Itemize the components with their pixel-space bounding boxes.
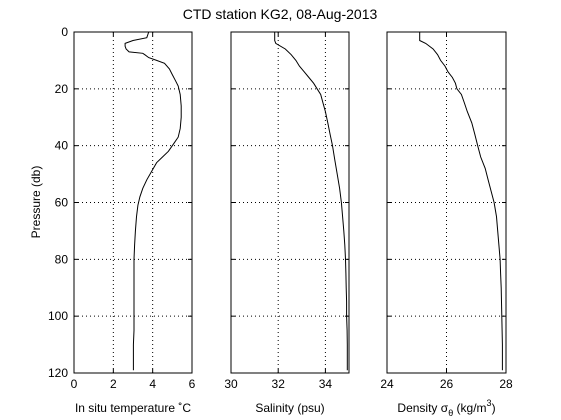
y-tick-label: 120 <box>48 366 68 380</box>
panel-2: 30 32 34 Salinity (psu) <box>224 31 350 415</box>
x-axis-label: In situ temperature ˚C <box>75 401 191 415</box>
y-tick-label: 0 <box>61 25 68 39</box>
x-axis-label: Salinity (psu) <box>255 401 324 415</box>
y-axis-label: Pressure (db) <box>29 166 43 239</box>
axes-frame <box>230 31 350 374</box>
x-axis-label: Density σθ (kg/m3) <box>397 398 495 418</box>
x-tick-label: 26 <box>440 377 454 391</box>
axes-frame <box>386 31 507 374</box>
profile-line <box>124 31 182 371</box>
x-tick-label: 34 <box>319 377 333 391</box>
profile-line <box>419 32 503 371</box>
chart-title: CTD station KG2, 08-Aug-2013 <box>183 6 378 22</box>
x-tick-label: 2 <box>110 377 117 391</box>
axes-frame <box>73 31 193 374</box>
panel-3: 24 26 28 Density σθ (kg/m3) <box>380 31 513 418</box>
y-tick-label: 20 <box>55 82 69 96</box>
profile-line <box>274 32 348 371</box>
x-tick-label: 0 <box>71 377 78 391</box>
x-tick-label: 4 <box>149 377 156 391</box>
y-tick-label: 100 <box>48 309 68 323</box>
y-tick-label: 40 <box>55 139 69 153</box>
y-tick-label: 60 <box>55 196 69 210</box>
x-tick-label: 32 <box>272 377 286 391</box>
x-tick-label: 6 <box>189 377 196 391</box>
x-tick-label: 30 <box>224 377 238 391</box>
x-tick-label: 24 <box>380 377 394 391</box>
y-tick-label: 80 <box>55 252 69 266</box>
x-tick-label: 28 <box>499 377 513 391</box>
